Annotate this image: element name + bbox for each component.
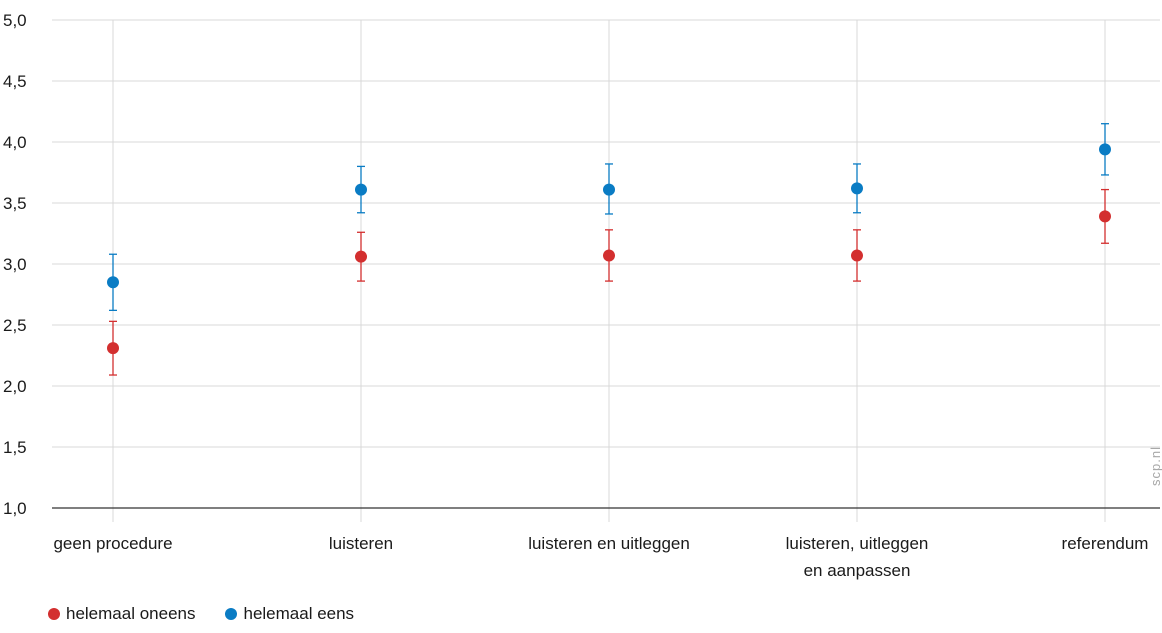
data-points [107,143,1111,355]
y-tick-label: 4,5 [3,72,27,91]
data-point [107,342,119,355]
legend-swatch [225,608,238,620]
legend-swatch [48,608,60,620]
y-tick-label: 5,0 [3,11,27,30]
data-point [851,249,863,262]
y-axis-ticks: 1,0 1,5 2,0 2,5 3,0 3,5 4,0 4,5 5,0 [3,11,27,518]
legend-label: helemaal oneens [66,604,196,623]
data-point [107,276,119,289]
watermark: scp.nl [1148,446,1162,486]
data-point [355,183,367,196]
y-tick-label: 4,0 [3,133,27,152]
y-tick-label: 2,5 [3,316,27,335]
data-point [1099,143,1111,156]
y-tick-label: 1,5 [3,438,27,457]
legend-item: helemaal oneens [48,604,195,624]
y-tick-label: 3,0 [3,255,27,274]
x-tick-label: referendum [1062,534,1149,553]
data-point [851,182,863,195]
x-tick-label: luisteren, uitleggen en aanpassen [786,534,929,580]
y-tick-label: 2,0 [3,377,27,396]
data-point [1099,210,1111,223]
legend-item: helemaal eens [225,604,354,624]
x-tick-label: luisteren en uitleggen [528,534,690,553]
y-tick-label: 1,0 [3,499,27,518]
y-tick-label: 3,5 [3,194,27,213]
x-tick-label: luisteren [329,534,393,553]
data-point [603,183,615,196]
grid-layer [52,19,1160,522]
x-axis-labels: geen procedure luisteren luisteren en uitl… [53,534,1148,580]
data-point [603,249,615,262]
data-point [355,250,367,263]
x-tick-label: geen procedure [53,534,172,553]
legend: helemaal oneens helemaal eens [48,604,354,624]
legend-label: helemaal eens [243,604,355,623]
